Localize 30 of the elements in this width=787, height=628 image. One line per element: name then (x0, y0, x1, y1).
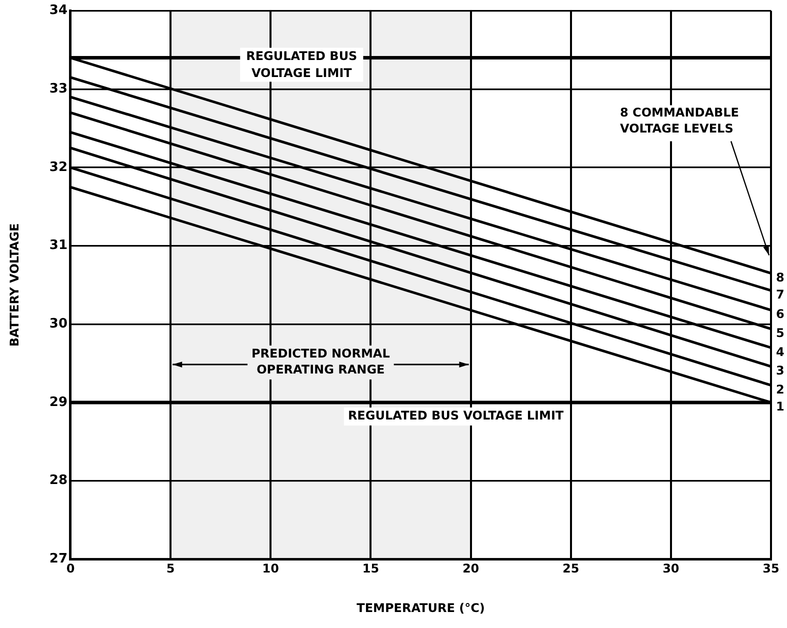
annotation: 8 COMMANDABLE VOLTAGE LEVELS (620, 105, 740, 136)
x-tick-label: 35 (762, 562, 780, 576)
series-label: 5 (776, 326, 784, 340)
series-label: 4 (776, 344, 784, 359)
y-tick-label: 34 (49, 3, 68, 18)
x-axis-title: TEMPERATURE (°C) (356, 600, 485, 615)
series-label: 3 (776, 364, 784, 378)
x-tick-label: 0 (66, 562, 75, 576)
y-tick-label: 29 (49, 394, 68, 410)
x-tick-label: 10 (262, 562, 279, 576)
x-tick-label: 25 (562, 562, 580, 576)
x-tick-label: 20 (462, 562, 480, 576)
x-tick-label: 15 (362, 562, 380, 576)
band-label: PREDICTED NORMAL OPERATING RANGE (251, 346, 390, 377)
y-tick-label: 28 (49, 473, 68, 488)
y-tick-label: 33 (49, 82, 68, 97)
y-tick-label: 27 (49, 552, 68, 567)
x-tick-label: 5 (166, 562, 175, 576)
series-label: 2 (776, 382, 784, 396)
series-label: 7 (776, 288, 784, 302)
y-tick-label: 31 (49, 238, 68, 254)
series-label: 1 (776, 400, 784, 414)
y-tick-label: 30 (49, 316, 68, 332)
ref-line-label: REGULATED BUS VOLTAGE LIMIT (246, 48, 358, 80)
y-axis-title: BATTERY VOLTAGE (7, 223, 22, 347)
series-label: 8 (776, 270, 784, 284)
ref-line-label: REGULATED BUS VOLTAGE LIMIT (348, 408, 564, 423)
y-tick-label: 32 (49, 160, 68, 175)
x-tick-label: 30 (662, 562, 680, 576)
series-label: 6 (776, 307, 784, 322)
